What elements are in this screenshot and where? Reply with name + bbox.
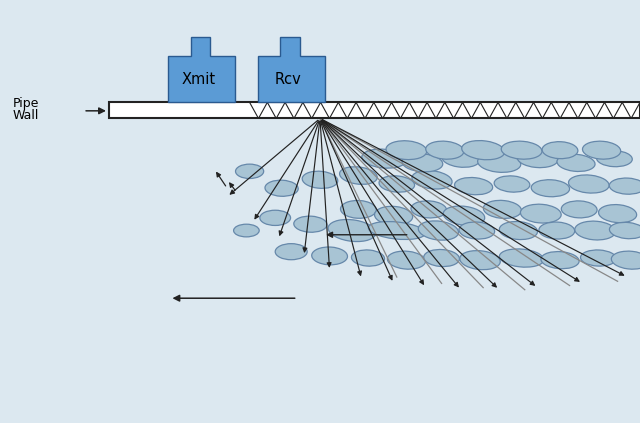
Ellipse shape [609,178,640,194]
Text: Xmit: Xmit [181,72,216,87]
Ellipse shape [461,140,505,160]
Ellipse shape [539,222,575,239]
Ellipse shape [340,201,376,218]
Text: Rcv: Rcv [275,72,301,87]
Ellipse shape [419,221,458,240]
Ellipse shape [477,154,521,172]
Ellipse shape [402,154,443,172]
Ellipse shape [302,171,338,188]
Polygon shape [258,37,325,102]
Ellipse shape [609,222,640,239]
Ellipse shape [444,206,484,225]
Ellipse shape [424,250,460,266]
Ellipse shape [374,206,413,225]
Ellipse shape [351,250,385,266]
Ellipse shape [483,201,522,218]
Ellipse shape [387,251,426,269]
Ellipse shape [596,151,632,167]
Ellipse shape [561,201,597,218]
Ellipse shape [369,222,425,239]
Ellipse shape [260,210,291,225]
Ellipse shape [426,141,464,159]
Ellipse shape [568,175,609,193]
Ellipse shape [312,247,348,265]
Text: Pipe: Pipe [13,97,39,110]
Ellipse shape [340,167,377,184]
Ellipse shape [442,150,480,168]
Ellipse shape [386,141,427,159]
Ellipse shape [328,220,376,242]
Ellipse shape [557,154,595,171]
Ellipse shape [275,244,307,260]
Ellipse shape [520,204,561,223]
Ellipse shape [582,141,621,159]
Text: Wall: Wall [13,110,39,122]
Ellipse shape [234,224,259,237]
Ellipse shape [459,222,495,239]
Ellipse shape [575,221,616,240]
Ellipse shape [460,250,500,270]
Ellipse shape [499,222,538,239]
Bar [109,102,640,118]
Ellipse shape [531,180,570,197]
Ellipse shape [379,176,415,192]
Ellipse shape [411,201,447,218]
Ellipse shape [517,150,558,168]
Ellipse shape [236,164,264,179]
Ellipse shape [580,250,616,266]
Ellipse shape [265,180,298,196]
Ellipse shape [412,170,452,189]
Polygon shape [168,37,236,102]
Ellipse shape [362,149,406,168]
Ellipse shape [611,251,640,269]
Ellipse shape [499,249,544,267]
Ellipse shape [598,205,637,222]
Ellipse shape [501,141,542,159]
Ellipse shape [454,178,493,195]
Ellipse shape [542,142,578,159]
Ellipse shape [494,176,530,192]
Ellipse shape [294,216,327,232]
Ellipse shape [541,252,579,269]
